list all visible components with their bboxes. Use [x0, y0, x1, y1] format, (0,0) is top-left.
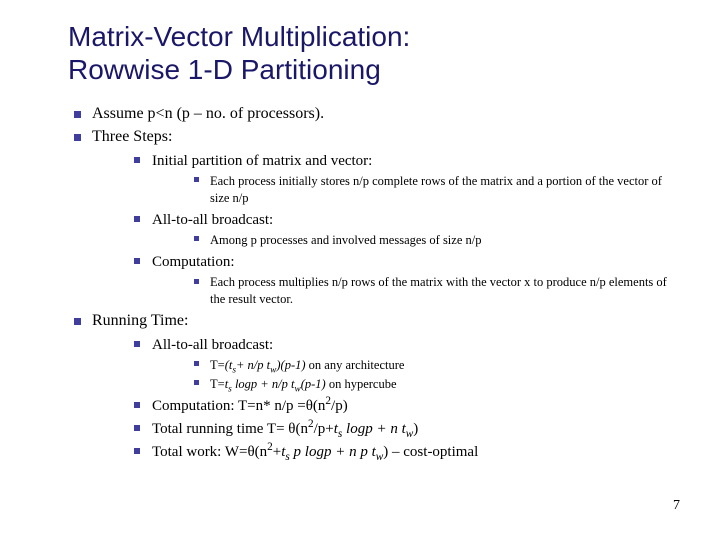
- list-item: Total running time T= θ(n2/p+ts logp + n…: [128, 419, 672, 439]
- item-text: Initial partition of matrix and vector:: [152, 153, 372, 169]
- item-text: Among p processes and involved messages …: [210, 233, 481, 247]
- item-text: Computation:: [152, 254, 235, 270]
- list-item: Each process multiplies n/p rows of the …: [188, 274, 672, 308]
- bullet-list: Assume p<n (p – no. of processors). Thre…: [68, 104, 672, 462]
- list-item: Each process initially stores n/p comple…: [188, 173, 672, 207]
- list-item: Assume p<n (p – no. of processors).: [68, 104, 672, 125]
- item-text: Running Time:: [92, 312, 188, 329]
- list-item: Total work: W=θ(n2+ts p logp + n p tw) –…: [128, 442, 672, 462]
- item-text: Total running time T= θ(n2/p+ts logp + n…: [152, 421, 418, 437]
- slide: Matrix-Vector Multiplication: Rowwise 1-…: [0, 0, 720, 540]
- sublist: Among p processes and involved messages …: [188, 232, 672, 249]
- item-text: All-to-all broadcast:: [152, 337, 273, 353]
- list-item: All-to-all broadcast: Among p processes …: [128, 210, 672, 249]
- item-text: Each process multiplies n/p rows of the …: [210, 275, 667, 306]
- list-item: Computation: T=n* n/p =θ(n2/p): [128, 396, 672, 416]
- item-text: T=(ts+ n/p tw)(p-1) on any architecture: [210, 358, 404, 372]
- sublist: Each process multiplies n/p rows of the …: [188, 274, 672, 308]
- list-item: Three Steps: Initial partition of matrix…: [68, 127, 672, 308]
- page-number: 7: [673, 498, 680, 514]
- item-text: Each process initially stores n/p comple…: [210, 174, 662, 205]
- list-item: Computation: Each process multiplies n/p…: [128, 252, 672, 308]
- item-text: Computation: T=n* n/p =θ(n2/p): [152, 398, 348, 414]
- item-text: Three Steps:: [92, 128, 172, 145]
- list-item: T=(ts+ n/p tw)(p-1) on any architecture: [188, 357, 672, 374]
- title-line-2: Rowwise 1-D Partitioning: [68, 54, 381, 85]
- item-text: Assume p<n (p – no. of processors).: [92, 105, 324, 122]
- title-line-1: Matrix-Vector Multiplication:: [68, 21, 410, 52]
- sublist: Each process initially stores n/p comple…: [188, 173, 672, 207]
- list-item: Running Time: All-to-all broadcast: T=(t…: [68, 311, 672, 463]
- sublist: T=(ts+ n/p tw)(p-1) on any architecture …: [188, 357, 672, 393]
- list-item: Initial partition of matrix and vector: …: [128, 151, 672, 207]
- sublist: Initial partition of matrix and vector: …: [128, 151, 672, 308]
- list-item: All-to-all broadcast: T=(ts+ n/p tw)(p-1…: [128, 335, 672, 393]
- list-item: Among p processes and involved messages …: [188, 232, 672, 249]
- item-text: All-to-all broadcast:: [152, 212, 273, 228]
- item-text: Total work: W=θ(n2+ts p logp + n p tw) –…: [152, 444, 478, 460]
- slide-title: Matrix-Vector Multiplication: Rowwise 1-…: [68, 20, 672, 86]
- sublist: All-to-all broadcast: T=(ts+ n/p tw)(p-1…: [128, 335, 672, 463]
- list-item: T=ts logp + n/p tw(p-1) on hypercube: [188, 376, 672, 393]
- item-text: T=ts logp + n/p tw(p-1) on hypercube: [210, 377, 397, 391]
